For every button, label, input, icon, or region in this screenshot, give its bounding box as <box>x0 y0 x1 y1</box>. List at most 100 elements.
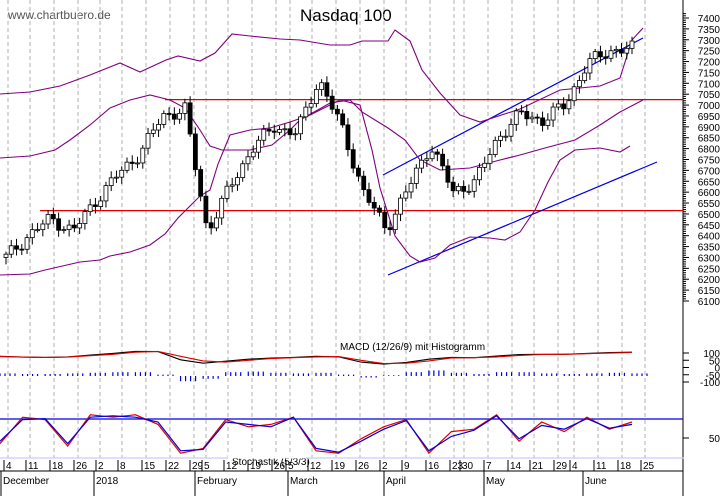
candle-body <box>77 223 83 229</box>
candle-body <box>303 106 309 118</box>
trend-channel-lower <box>387 161 658 276</box>
candle-body <box>71 224 77 229</box>
bollinger-lower <box>0 99 631 276</box>
candle-body <box>582 72 588 81</box>
x-tick-label: 29 <box>556 461 568 472</box>
candle-body <box>440 153 446 167</box>
grid-lines <box>7 0 684 496</box>
month-label: February <box>197 476 237 487</box>
candle-body <box>508 123 514 137</box>
candle-body <box>329 95 335 110</box>
candle-body <box>277 129 282 133</box>
y-tick-label: 6600 <box>698 188 721 199</box>
candle-body <box>429 151 435 160</box>
candle-body <box>356 167 361 177</box>
y-tick-label: 6450 <box>698 221 721 232</box>
candle-body <box>224 185 230 199</box>
y-tick-label: 6800 <box>698 145 721 156</box>
candle-body <box>187 102 193 135</box>
y-tick-label: 6650 <box>698 177 721 188</box>
candle-body <box>398 197 403 215</box>
candle-body <box>571 86 577 102</box>
candle-body <box>524 111 530 120</box>
candle-body <box>603 56 609 59</box>
y-tick-label: 6500 <box>698 210 721 221</box>
candle-body <box>471 179 477 192</box>
candle-body <box>287 128 293 136</box>
candle-body <box>208 222 214 229</box>
candle-body <box>477 166 482 181</box>
y-tick-label: 100 <box>703 349 720 360</box>
y-tick-label: 7250 <box>698 47 721 58</box>
y-tick-label: 7150 <box>698 68 721 79</box>
y-tick-label: -100 <box>700 378 720 389</box>
candle-body <box>613 49 619 52</box>
y-tick-label: 50 <box>709 434 721 445</box>
candle-body <box>256 139 261 153</box>
y-tick-label: 6850 <box>698 134 721 145</box>
bollinger-middle <box>0 94 644 171</box>
candle-body <box>487 154 493 164</box>
month-label: May <box>486 476 505 487</box>
x-tick-label: 15 <box>144 461 156 472</box>
candle-body <box>266 128 272 132</box>
candle-body <box>392 213 398 230</box>
stochastic-panel: Stochastik (5/3/3) <box>0 414 683 468</box>
candle-body <box>298 116 303 135</box>
candle-body <box>461 186 467 192</box>
y-tick-label: 7200 <box>698 58 721 69</box>
y-tick-label: 7050 <box>698 90 721 101</box>
candle-body <box>335 108 340 115</box>
candle-body <box>8 245 14 255</box>
candle-body <box>529 116 535 120</box>
candle-body <box>93 204 98 207</box>
month-label: April <box>386 476 406 487</box>
candle-body <box>245 156 251 165</box>
candle-body <box>319 82 325 90</box>
y-tick-label: 6750 <box>698 156 721 167</box>
y-tick-label: 7100 <box>698 79 721 90</box>
candle-body <box>29 229 35 239</box>
candle-body <box>361 175 367 191</box>
candle-body <box>124 161 130 171</box>
y-tick-label: 6200 <box>698 275 721 286</box>
candle-body <box>50 214 56 220</box>
candle-body <box>56 218 62 231</box>
x-tick-label: 25 <box>643 461 655 472</box>
candle-body <box>129 161 135 164</box>
candle-body <box>498 135 503 141</box>
candle-body <box>161 113 167 125</box>
candle-body <box>434 151 440 155</box>
candle-body <box>229 184 235 187</box>
macd-panel <box>0 350 648 382</box>
x-tick-label: 30 <box>462 461 474 472</box>
candle-body <box>98 200 104 207</box>
x-tick-label: 26 <box>274 461 286 472</box>
y-axis: 6100615062006250630063506400645065006550… <box>683 13 721 445</box>
candle-body <box>114 176 119 179</box>
y-tick-label: 7350 <box>698 25 721 36</box>
y-tick-label: -50 <box>706 371 721 382</box>
y-tick-label: 6900 <box>698 123 721 134</box>
candle-body <box>403 191 409 199</box>
candle-body <box>135 162 140 165</box>
candle-body <box>108 177 114 187</box>
candle-body <box>366 189 372 203</box>
x-tick-label: 8 <box>120 461 126 472</box>
month-label: June <box>585 476 607 487</box>
x-tick-label: 11 <box>28 461 39 472</box>
candle-body <box>324 82 330 97</box>
candle-body <box>3 253 9 258</box>
x-tick-label: 19 <box>334 461 346 472</box>
x-tick-label: 9 <box>404 461 410 472</box>
candle-body <box>598 51 603 58</box>
y-tick-label: 6700 <box>698 166 721 177</box>
candle-body <box>40 223 46 231</box>
candle-body <box>271 130 277 133</box>
candle-body <box>203 195 209 224</box>
candle-body <box>24 237 30 250</box>
y-tick-label: 6300 <box>698 253 721 264</box>
candle-body <box>235 177 240 186</box>
watermark: www.chartbuero.de <box>8 8 111 22</box>
x-tick-label: 7 <box>486 461 492 472</box>
